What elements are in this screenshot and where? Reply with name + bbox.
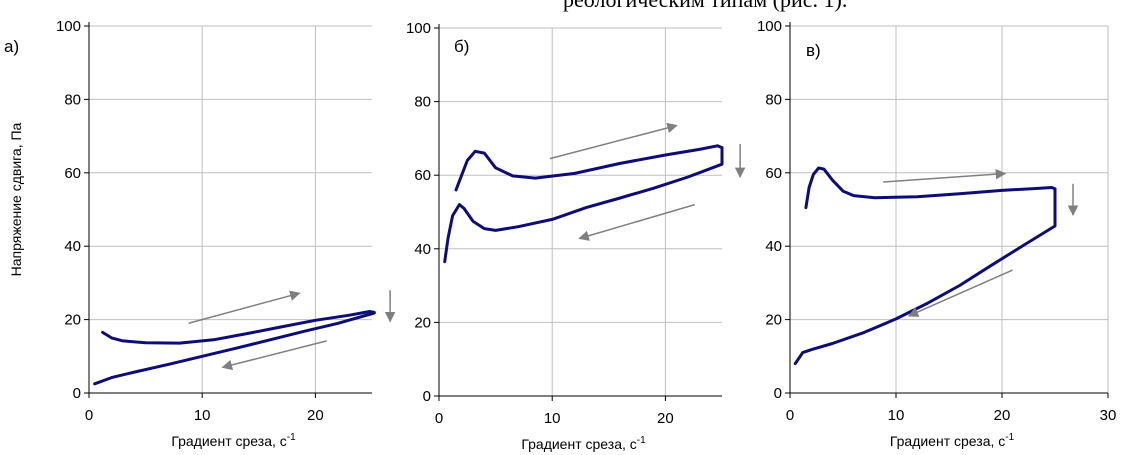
y-tick-label: 0 (774, 385, 782, 402)
y-tick-label: 20 (64, 312, 81, 329)
y-axis-label: Напряжение сдвига, Па (8, 122, 24, 276)
panel-label: а) (4, 37, 19, 56)
series-line (443, 146, 724, 264)
x-axis-label: Градиент среза, с-1 (171, 432, 296, 449)
x-tick-label: 20 (307, 407, 324, 424)
x-tick-label: 20 (994, 407, 1011, 424)
series-line (804, 166, 1057, 210)
page-text-fragment: реологическим типам (рис. 1). (563, 0, 847, 13)
x-tick-label: 20 (657, 410, 674, 427)
y-tick-label: 100 (406, 20, 431, 37)
x-axis-label: Градиент среза, с-1 (521, 435, 646, 452)
series-line (454, 144, 724, 192)
y-tick-label: 60 (765, 165, 782, 182)
series-line (101, 310, 376, 345)
y-tick-label: 40 (765, 238, 782, 255)
y-tick-label: 100 (56, 18, 81, 35)
x-axis-label: Градиент среза, с-1 (890, 432, 1015, 449)
direction-arrow (883, 168, 1007, 183)
x-tick-label: 0 (85, 407, 93, 424)
y-tick-label: 0 (73, 385, 81, 402)
panel-label: в) (806, 41, 821, 60)
series-line (793, 187, 1057, 366)
direction-arrow (221, 340, 327, 371)
x-tick-label: 10 (544, 410, 561, 427)
y-tick-label: 80 (64, 91, 81, 108)
panel-label: б) (454, 37, 469, 56)
y-tick-label: 40 (64, 238, 81, 255)
direction-arrow (188, 290, 301, 324)
series-line (93, 311, 376, 386)
y-tick-label: 60 (64, 165, 81, 182)
y-tick-label: 40 (414, 241, 431, 258)
x-tick-label: 0 (435, 410, 443, 427)
y-tick-label: 100 (757, 18, 782, 35)
x-tick-label: 30 (1100, 407, 1117, 424)
y-tick-label: 60 (414, 167, 431, 184)
y-tick-label: 20 (765, 312, 782, 329)
y-tick-label: 0 (423, 388, 431, 405)
direction-arrow (907, 269, 1013, 317)
x-tick-label: 0 (786, 407, 794, 424)
direction-arrow (549, 122, 678, 160)
y-tick-label: 20 (414, 314, 431, 331)
y-tick-label: 80 (765, 91, 782, 108)
x-tick-label: 10 (888, 407, 905, 424)
direction-arrow (578, 203, 696, 241)
y-tick-label: 80 (414, 94, 431, 111)
x-tick-label: 10 (194, 407, 211, 424)
